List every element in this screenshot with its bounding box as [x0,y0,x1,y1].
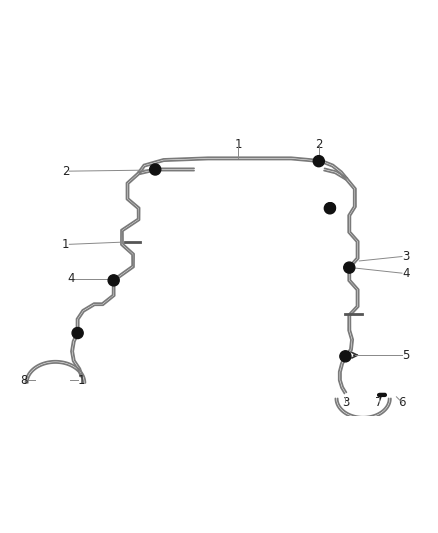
Circle shape [325,203,336,214]
Text: 5: 5 [402,349,410,362]
Text: 8: 8 [20,374,28,386]
Text: 4: 4 [67,272,75,285]
Circle shape [150,164,161,175]
Text: 3: 3 [342,396,349,409]
Text: 4: 4 [402,266,410,280]
Text: 1: 1 [78,374,85,386]
Text: 7: 7 [375,396,382,409]
Circle shape [313,156,325,167]
Circle shape [72,327,83,338]
Circle shape [108,275,119,286]
Circle shape [340,351,351,362]
Text: 1: 1 [62,238,69,251]
Text: 2: 2 [315,138,322,151]
Text: 2: 2 [62,165,69,177]
Text: 3: 3 [402,250,410,263]
Text: 6: 6 [398,396,406,409]
Circle shape [344,262,355,273]
Text: 1: 1 [235,138,242,151]
Circle shape [325,203,336,213]
